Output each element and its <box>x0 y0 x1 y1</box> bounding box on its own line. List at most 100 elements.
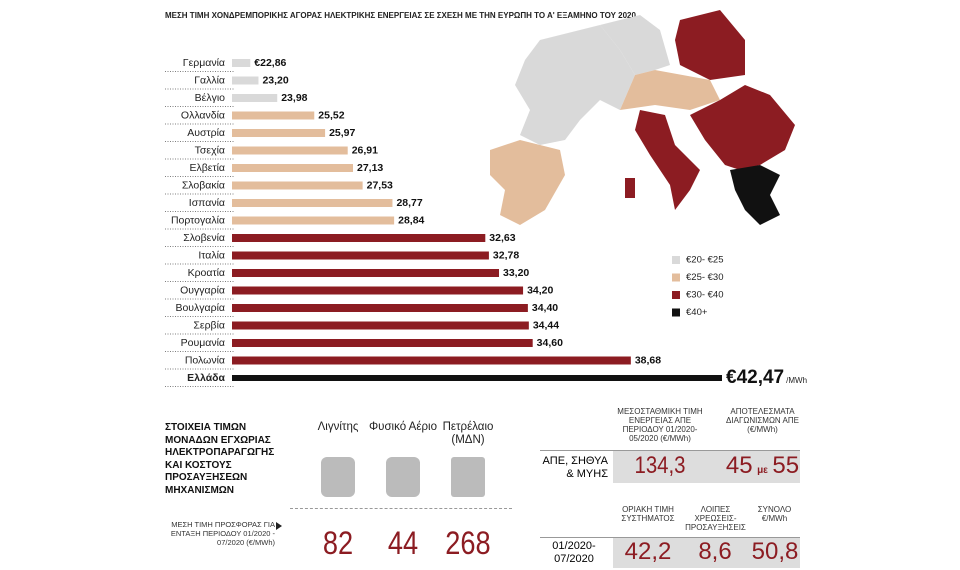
divider <box>290 508 512 509</box>
value-label: 27,53 <box>367 179 393 191</box>
bar <box>232 216 395 225</box>
y-tick-label: Βέλγιο <box>195 92 226 104</box>
map-west <box>515 25 635 145</box>
row-label: ΑΠΕ, ΣΗΘΥΑ & ΜΥΗΣ <box>542 455 608 480</box>
y-tick-label: Σλοβακία <box>182 179 225 191</box>
legend-label: €30- €40 <box>686 290 724 301</box>
auction-range: 45 με 55 <box>725 452 800 480</box>
row-label: 01/2020-07/2020 <box>552 540 596 565</box>
bar <box>232 146 348 155</box>
value-label: 34,40 <box>532 302 558 314</box>
y-tick-label: Ολλανδία <box>181 109 225 121</box>
y-tick-label: Τσεχία <box>195 144 225 156</box>
y-tick-label: Ιταλία <box>198 249 225 261</box>
fuel-name: Λιγνίτης <box>317 421 359 433</box>
cell: 50,8 <box>751 538 799 565</box>
y-tick-label: Ελβετία <box>189 162 225 174</box>
bar <box>232 321 529 330</box>
y-tick-label: Βουλγαρία <box>175 302 225 314</box>
value-label: 28,84 <box>398 214 424 226</box>
y-tick-label: Πορτογαλία <box>171 214 225 226</box>
chart-subtitle: ΜΕΣΗ ΤΙΜΗ ΧΟΝΔΡΕΜΠΟΡΙΚΗΣ ΑΓΟΡΑΣ ΗΛΕΚΤΡΙΚ… <box>165 11 636 20</box>
table-rule <box>540 537 800 538</box>
map-italy <box>635 110 700 210</box>
legend-swatch <box>672 308 680 317</box>
value-label: 23,20 <box>262 74 288 86</box>
table-header: ΛΟΙΠΕΣ ΧΡΕΩΣΕΙΣ-ΠΡΟΣΑΥΞΗΣΕΙΣ <box>685 505 746 532</box>
fuel-value: 82 <box>322 525 354 561</box>
value-label: 34,60 <box>537 337 563 349</box>
value-label: 34,20 <box>527 284 553 296</box>
bar <box>232 164 353 172</box>
legend-label: €40+ <box>686 307 708 318</box>
y-tick-label: Γαλλία <box>194 74 225 86</box>
value-label: 38,68 <box>635 354 661 366</box>
fuel-name: Φυσικό Αέριο <box>369 421 437 433</box>
fuel-icon <box>386 457 420 497</box>
y-tick-label: Πολωνία <box>185 354 225 366</box>
y-tick-label: Γερμανία <box>183 57 225 69</box>
cell: 45 <box>725 452 753 479</box>
bar <box>232 375 722 381</box>
value-label: 33,20 <box>503 267 529 279</box>
bar <box>232 339 533 347</box>
table-header: ΟΡΙΑΚΗ ΤΙΜΗ ΣΥΣΤΗΜΑΤΟΣ <box>621 505 675 523</box>
legend-swatch <box>672 273 680 282</box>
table-band <box>613 538 800 568</box>
value-label: 23,98 <box>281 92 307 104</box>
legend-swatch <box>672 291 680 299</box>
map-iberia <box>490 140 565 225</box>
fuel-value: 44 <box>387 525 419 561</box>
value-label: 28,77 <box>396 197 422 209</box>
map-legend: €20- €25 €25- €30 €30- €40 €40+ <box>672 255 724 318</box>
map-central <box>620 70 720 110</box>
cell: 55 <box>772 452 800 479</box>
bar <box>232 111 315 120</box>
map-sardinia <box>625 178 635 198</box>
bar <box>232 129 326 137</box>
fuel-value: 268 <box>445 525 491 561</box>
bar <box>232 269 500 277</box>
map-east <box>690 85 795 170</box>
bar <box>232 304 528 312</box>
bar <box>232 286 524 295</box>
table-header: ΑΠΟΤΕΛΕΣΜΑΤΑ ΔΙΑΓΩΝΙΣΜΩΝ ΑΠΕ (€/MWh) <box>726 407 799 434</box>
cell: 42,2 <box>624 538 672 565</box>
y-tick-label: Σλοβενία <box>183 232 225 244</box>
bar <box>232 199 393 207</box>
map-germany <box>600 15 670 75</box>
bar <box>232 59 251 67</box>
costs-note: ΜΕΣΗ ΤΙΜΗ ΠΡΟΣΦΟΡΑΣ ΓΙΑ ΕΝΤΑΞΗ ΠΕΡΙΟΔΟΥ … <box>170 520 275 547</box>
value-label: €42,47 <box>726 367 784 388</box>
map-poland <box>675 10 745 80</box>
table-header: ΜΕΣΟΣΤΑΘΜΙΚΗ ΤΙΜΗ ΕΝΕΡΓΕΙΑΣ ΑΠΕ ΠΕΡΙΟΔΟΥ… <box>617 407 703 443</box>
value-label: 34,44 <box>533 319 559 331</box>
legend-swatch <box>672 256 680 264</box>
bar <box>232 356 631 365</box>
value-label: 25,97 <box>329 127 355 139</box>
unit-label: /MWh <box>786 376 807 385</box>
y-tick-label: Ελλάδα <box>187 372 225 384</box>
y-tick-label: Ουγγαρία <box>180 284 225 296</box>
value-label: €22,86 <box>254 57 286 69</box>
map <box>490 10 795 225</box>
y-tick-label: Κροατία <box>188 267 225 279</box>
table-rule <box>540 450 800 451</box>
bar <box>232 76 259 85</box>
cell: 134,3 <box>634 452 686 479</box>
bar <box>232 94 278 102</box>
value-label: 27,13 <box>357 162 383 174</box>
value-label: 32,63 <box>489 232 515 244</box>
y-tick-label: Σερβία <box>193 319 225 331</box>
y-tick-label: Αυστρία <box>187 127 225 139</box>
fuel-icon <box>451 457 485 497</box>
table-band <box>613 451 800 483</box>
value-label: 26,91 <box>352 144 378 156</box>
legend-label: €20- €25 <box>686 255 724 266</box>
bar <box>232 251 489 260</box>
y-tick-label: Ισπανία <box>189 197 225 209</box>
bar <box>232 181 363 190</box>
legend-label: €25- €30 <box>686 272 724 283</box>
